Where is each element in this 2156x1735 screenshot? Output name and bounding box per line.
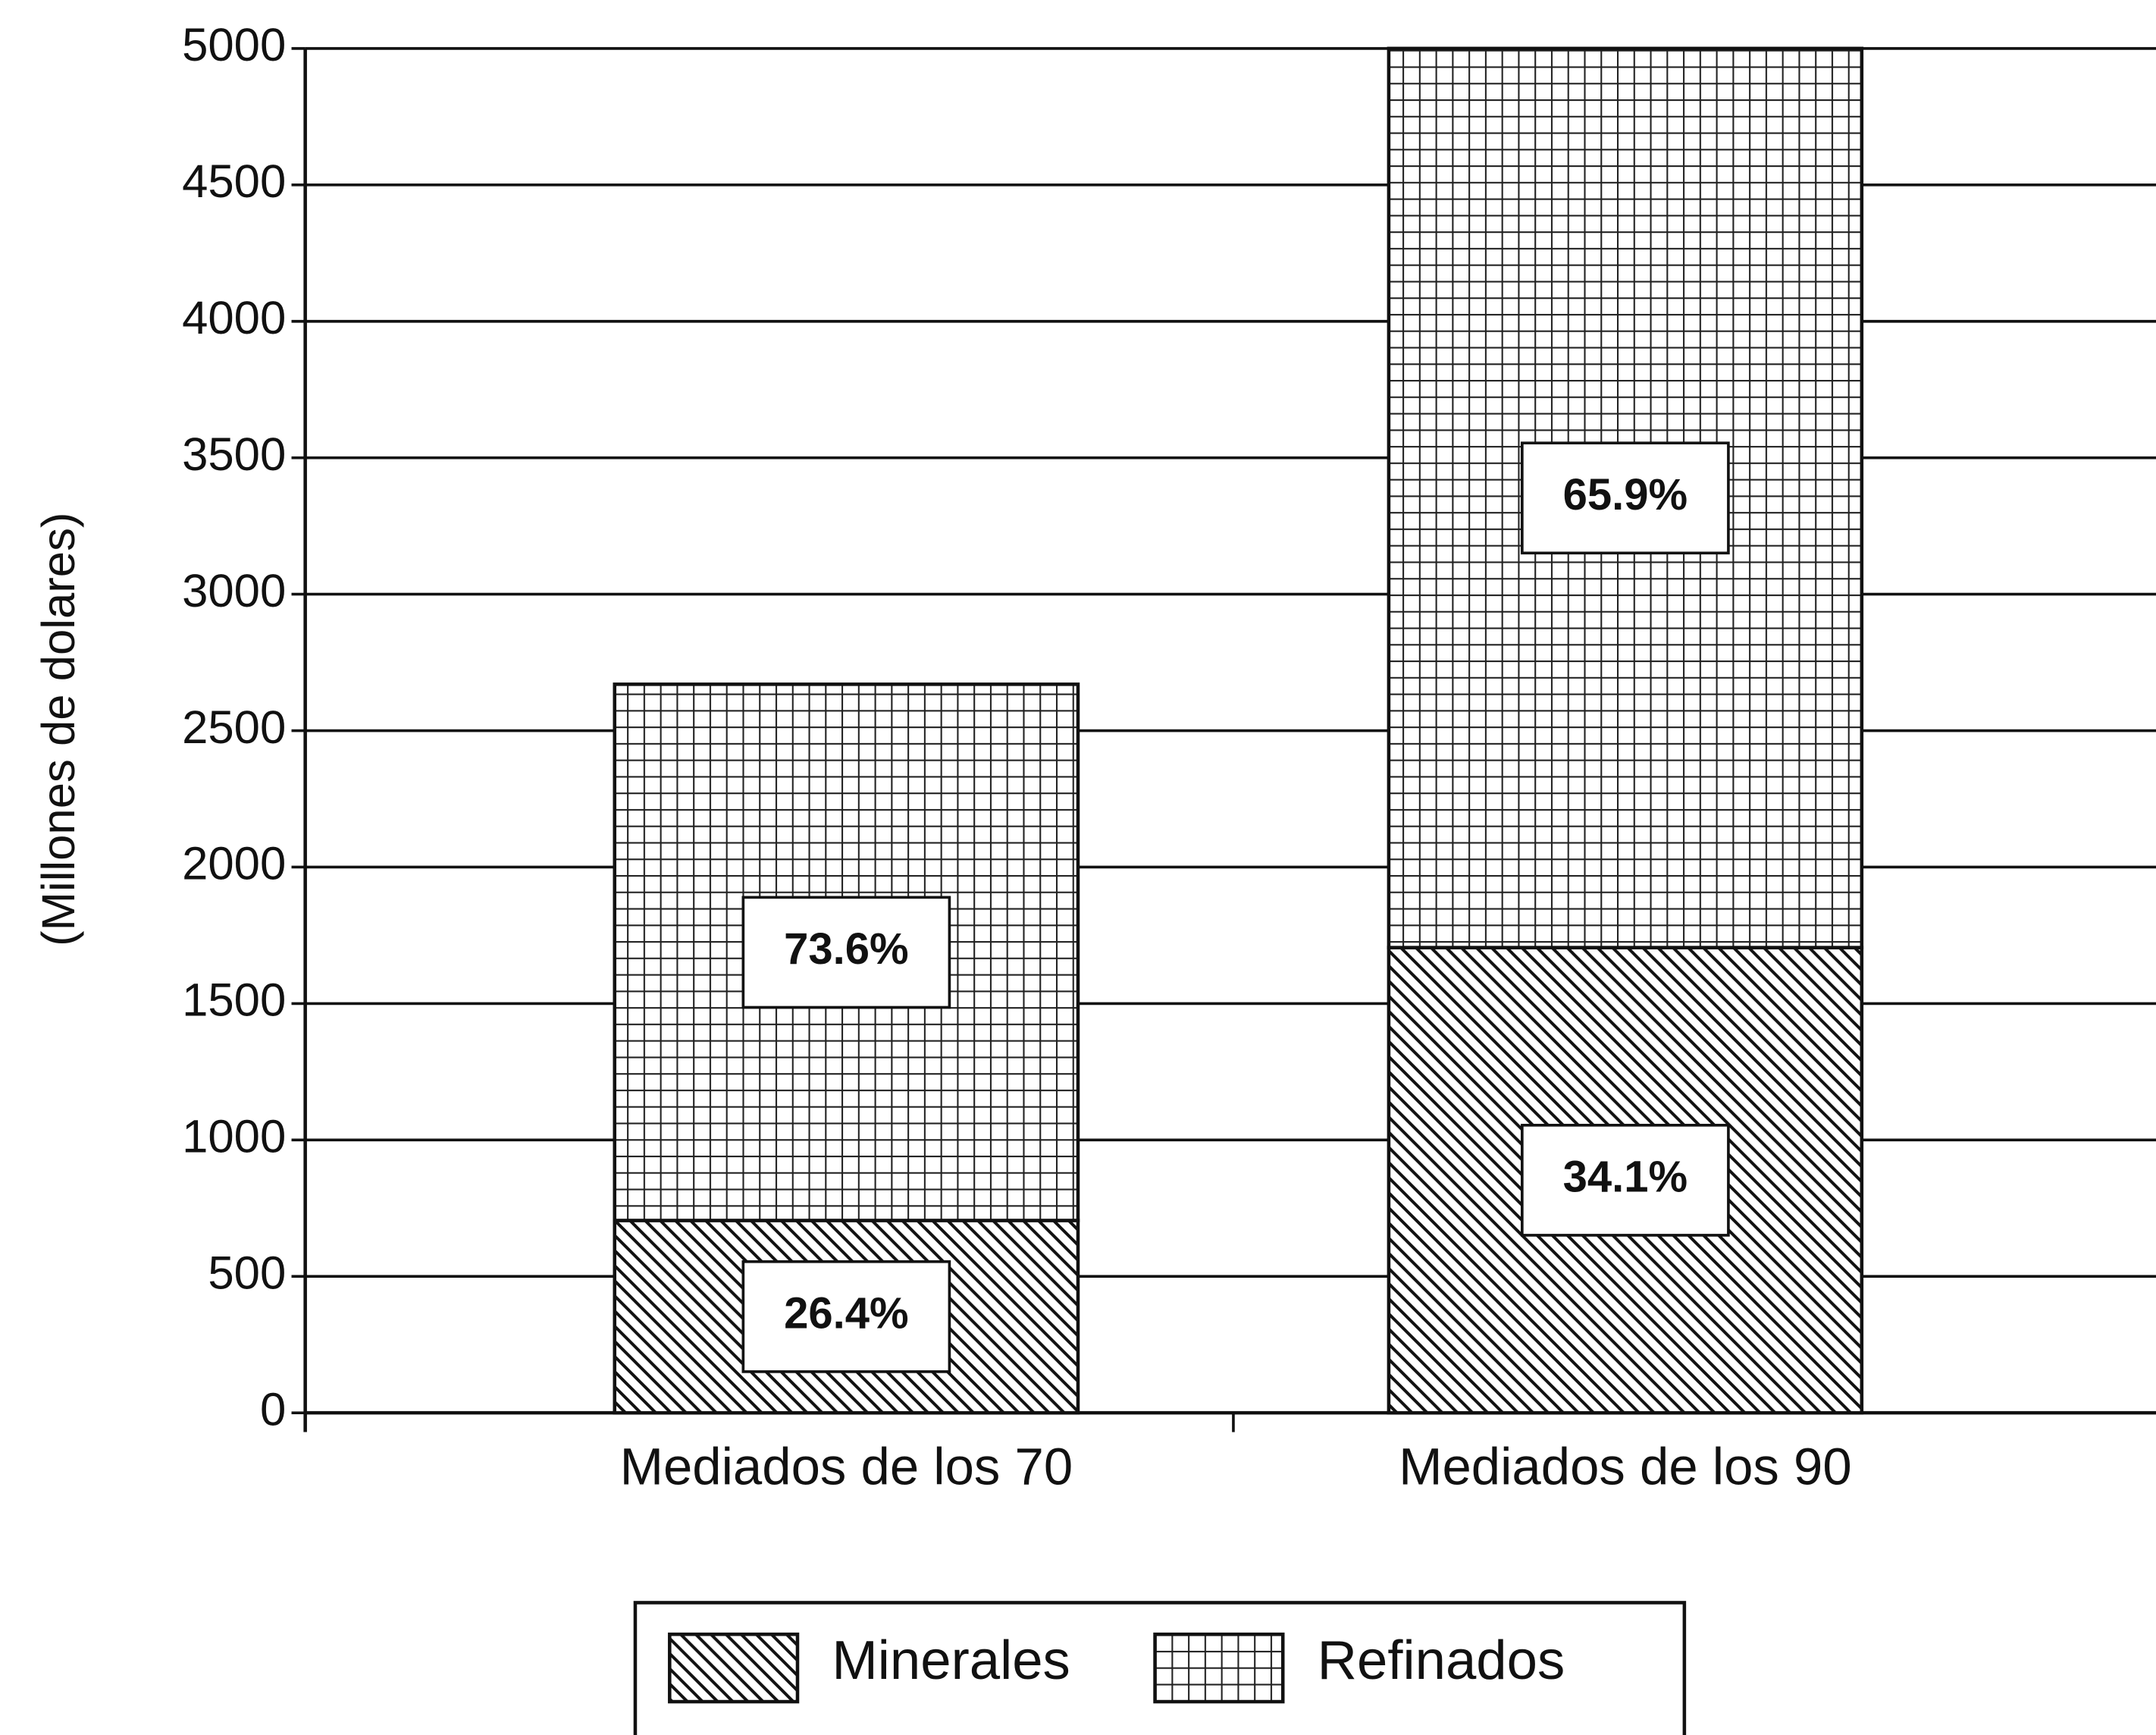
y-tick-label: 2000 xyxy=(182,838,286,890)
x-tick-label: Mediados de los 70 xyxy=(620,1438,1073,1496)
y-tick-label: 3000 xyxy=(182,565,286,617)
y-tick-label: 1500 xyxy=(182,974,286,1027)
legend-label: Minerales xyxy=(832,1630,1070,1691)
y-tick-label: 5000 xyxy=(182,19,286,71)
y-tick-label: 2500 xyxy=(182,701,286,754)
y-tick-label: 4000 xyxy=(182,292,286,344)
x-tick-label: Mediados de los 90 xyxy=(1399,1438,1852,1496)
segment-label: 73.6% xyxy=(784,924,909,974)
segment-label: 65.9% xyxy=(1563,470,1688,519)
legend-label: Refinados xyxy=(1318,1630,1565,1691)
segment-label-box xyxy=(741,1260,951,1373)
legend-swatch xyxy=(668,1632,800,1704)
segment-label-box xyxy=(1521,441,1730,555)
y-axis-label: (Millones de dolares) xyxy=(33,513,85,946)
legend-swatch xyxy=(1153,1632,1285,1704)
y-tick-label: 3500 xyxy=(182,428,286,481)
y-tick-label: 1000 xyxy=(182,1111,286,1163)
segment-label-box xyxy=(741,896,951,1009)
y-tick-label: 4500 xyxy=(182,155,286,208)
segment-label-box xyxy=(1521,1124,1730,1237)
segment-label: 34.1% xyxy=(1563,1153,1688,1202)
y-tick-label: 0 xyxy=(260,1383,286,1435)
segment-label: 26.4% xyxy=(784,1289,909,1338)
y-tick-label: 500 xyxy=(208,1247,286,1300)
